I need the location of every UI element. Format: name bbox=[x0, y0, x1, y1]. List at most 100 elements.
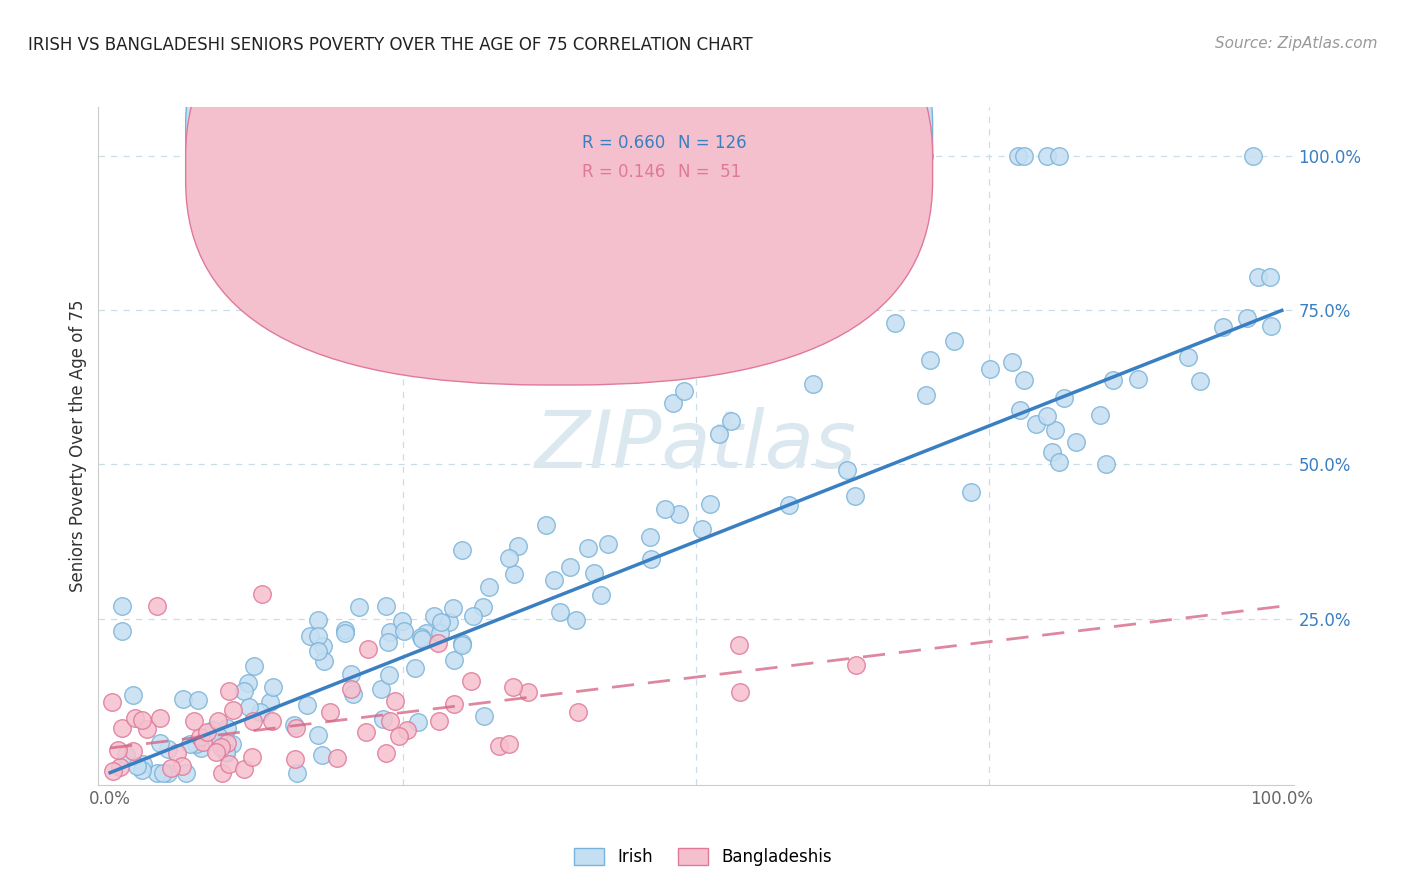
Point bbox=[406, 714, 429, 729]
Point bbox=[127, 759, 149, 773]
Point bbox=[1088, 409, 1111, 423]
Point bbox=[1260, 319, 1282, 334]
Point bbox=[423, 609, 446, 624]
Point bbox=[498, 550, 520, 565]
Point bbox=[844, 149, 866, 163]
Point bbox=[498, 737, 520, 751]
Point bbox=[391, 614, 413, 628]
Point bbox=[517, 685, 540, 699]
Point bbox=[543, 573, 565, 587]
Point bbox=[205, 745, 228, 759]
Point bbox=[1258, 270, 1281, 285]
Point bbox=[661, 396, 683, 410]
Point bbox=[890, 149, 912, 163]
Text: IRISH VS BANGLADESHI SENIORS POVERTY OVER THE AGE OF 75 CORRELATION CHART: IRISH VS BANGLADESHI SENIORS POVERTY OVE… bbox=[28, 36, 752, 54]
Point bbox=[720, 414, 742, 428]
Point bbox=[111, 624, 134, 638]
Point bbox=[262, 680, 284, 694]
Point bbox=[1212, 320, 1234, 334]
Point bbox=[488, 739, 510, 753]
Point bbox=[1007, 149, 1029, 163]
Point bbox=[131, 714, 153, 728]
Point bbox=[176, 765, 198, 780]
Point bbox=[845, 657, 868, 672]
Point bbox=[478, 580, 501, 594]
Point bbox=[591, 588, 613, 602]
Point bbox=[640, 552, 662, 566]
Point bbox=[357, 642, 380, 657]
Point bbox=[132, 756, 155, 771]
Point bbox=[249, 705, 271, 719]
Point bbox=[252, 587, 274, 601]
Point bbox=[460, 673, 482, 688]
Point bbox=[340, 667, 363, 681]
Point bbox=[1047, 455, 1070, 469]
Point bbox=[186, 693, 208, 707]
Point bbox=[380, 714, 402, 728]
Point bbox=[209, 737, 232, 751]
Point bbox=[533, 254, 555, 268]
Text: N =  51: N = 51 bbox=[678, 162, 741, 180]
Point bbox=[429, 625, 451, 640]
Point bbox=[307, 629, 329, 643]
Point bbox=[215, 722, 238, 736]
Point bbox=[221, 737, 243, 751]
Point bbox=[548, 605, 571, 619]
Point bbox=[222, 702, 245, 716]
Point bbox=[238, 699, 260, 714]
Point bbox=[307, 613, 329, 627]
FancyBboxPatch shape bbox=[523, 111, 810, 202]
Point bbox=[692, 522, 714, 536]
Point bbox=[942, 334, 965, 349]
Point bbox=[502, 681, 524, 695]
Point bbox=[314, 654, 336, 668]
Point bbox=[1177, 351, 1199, 365]
Point bbox=[534, 518, 557, 533]
Point bbox=[299, 629, 322, 643]
Text: N = 126: N = 126 bbox=[678, 134, 747, 153]
Point bbox=[1047, 149, 1070, 163]
Point bbox=[439, 615, 461, 629]
Point bbox=[1241, 149, 1264, 163]
Point bbox=[333, 626, 356, 640]
Point bbox=[115, 748, 138, 763]
Point bbox=[443, 653, 465, 667]
Point bbox=[101, 764, 124, 778]
Point bbox=[1236, 310, 1258, 325]
Point bbox=[240, 750, 263, 764]
Point bbox=[108, 760, 131, 774]
Point bbox=[307, 728, 329, 742]
Point bbox=[207, 729, 229, 743]
Point bbox=[1066, 434, 1088, 449]
Point bbox=[111, 721, 134, 735]
Point bbox=[844, 490, 866, 504]
Point bbox=[370, 681, 392, 696]
Point bbox=[1128, 371, 1150, 385]
Point bbox=[243, 658, 266, 673]
Point bbox=[441, 601, 464, 615]
Point bbox=[135, 722, 157, 736]
Point bbox=[326, 751, 349, 765]
Point bbox=[1040, 445, 1063, 459]
Point bbox=[122, 744, 145, 758]
Point bbox=[778, 498, 800, 512]
Point bbox=[285, 721, 308, 735]
Point bbox=[347, 600, 370, 615]
Point bbox=[172, 692, 194, 706]
Point bbox=[285, 765, 308, 780]
Point bbox=[191, 734, 214, 748]
Point bbox=[312, 639, 335, 653]
Point bbox=[404, 661, 426, 675]
Point bbox=[396, 723, 419, 737]
Point bbox=[596, 537, 619, 551]
Point bbox=[699, 497, 721, 511]
Text: R = 0.660: R = 0.660 bbox=[582, 134, 665, 153]
Point bbox=[654, 502, 676, 516]
Text: Source: ZipAtlas.com: Source: ZipAtlas.com bbox=[1215, 36, 1378, 51]
Point bbox=[472, 709, 495, 723]
Text: R = 0.146: R = 0.146 bbox=[582, 162, 666, 180]
Point bbox=[1036, 409, 1059, 423]
Point bbox=[124, 710, 146, 724]
Point bbox=[179, 738, 201, 752]
Point bbox=[100, 695, 122, 709]
